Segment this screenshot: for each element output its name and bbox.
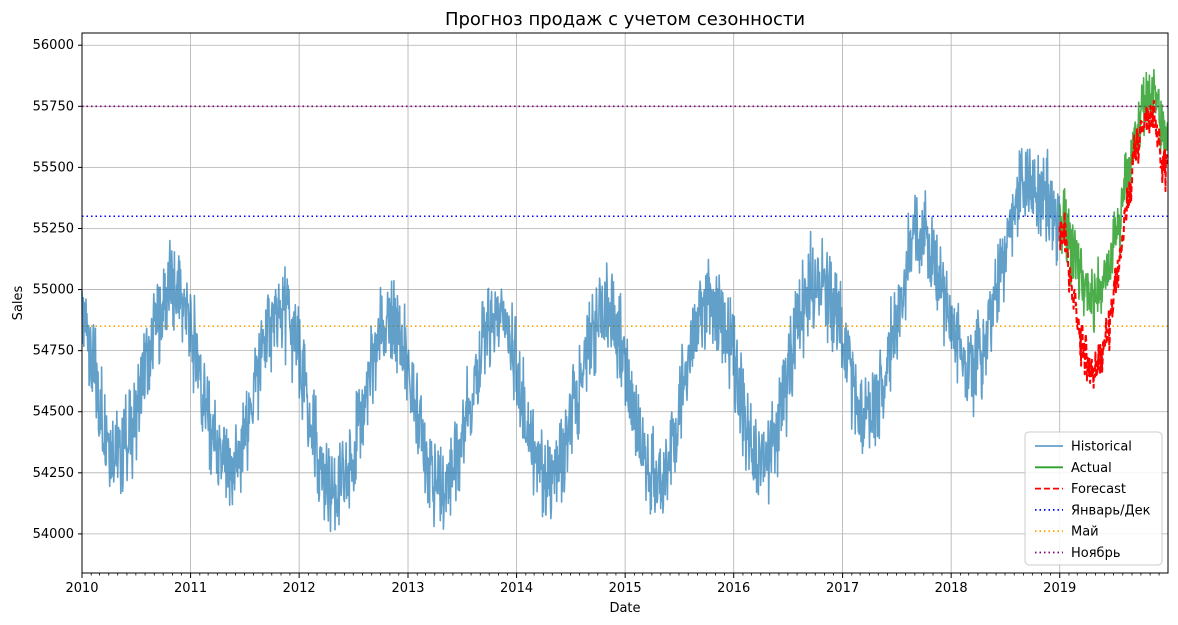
legend-label-5: Ноябрь [1071,546,1120,561]
series-line-2 [1058,99,1169,389]
y-tick-label: 55250 [33,221,74,236]
legend-label-1: Actual [1071,461,1112,476]
legend: Historical Actual Forecast Январь/Дек Май Ноя… [1024,431,1163,566]
x-axis: 2010 2011 2012 2013 2014 2015 2016 2017 2018 2019 [65,573,1160,596]
series-layer [81,68,1169,533]
x-tick-label: 2011 [174,581,207,596]
legend-box [1024,431,1163,566]
y-axis-label: Sales [11,285,26,320]
x-tick-label: 2019 [1043,581,1076,596]
y-tick-label: 54250 [33,466,74,481]
y-tick-label: 55000 [33,283,74,298]
legend-label-3: Январь/Дек [1071,503,1151,518]
x-tick-label: 2018 [935,581,968,596]
x-tick-label: 2013 [391,581,424,596]
legend-label-2: Forecast [1071,482,1126,497]
x-tick-label: 2016 [717,581,750,596]
y-tick-label: 55500 [33,160,74,175]
x-tick-label: 2015 [609,581,642,596]
series-line-1 [1058,68,1169,333]
x-tick-label: 2010 [65,581,98,596]
y-tick-label: 54750 [33,344,74,359]
y-tick-label: 54500 [33,405,74,420]
series-line-0 [81,147,1060,533]
x-tick-label: 2012 [283,581,316,596]
legend-label-0: Historical [1071,440,1132,455]
chart-title: Прогноз продаж с учетом сезонности [445,9,805,30]
x-tick-label: 2017 [826,581,859,596]
x-axis-label: Date [609,601,640,616]
y-tick-label: 56000 [33,38,74,53]
y-axis: 54000 54250 54500 54750 55000 55250 55500 55750… [33,38,82,542]
y-tick-label: 54000 [33,527,74,542]
legend-label-4: Май [1071,525,1099,540]
x-tick-label: 2014 [500,581,533,596]
y-tick-label: 55750 [33,99,74,114]
